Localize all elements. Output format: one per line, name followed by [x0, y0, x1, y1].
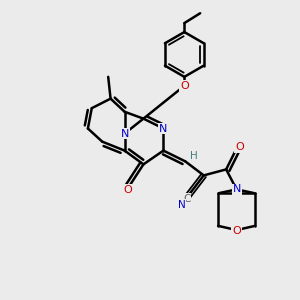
Text: O: O	[232, 226, 241, 236]
Text: N: N	[232, 184, 241, 194]
Text: O: O	[123, 185, 132, 195]
Text: H: H	[190, 151, 197, 161]
Text: C: C	[183, 194, 190, 204]
Text: N: N	[159, 124, 168, 134]
Text: O: O	[235, 142, 244, 152]
Text: N: N	[178, 200, 185, 210]
Text: N: N	[120, 129, 129, 139]
Text: O: O	[180, 81, 189, 91]
